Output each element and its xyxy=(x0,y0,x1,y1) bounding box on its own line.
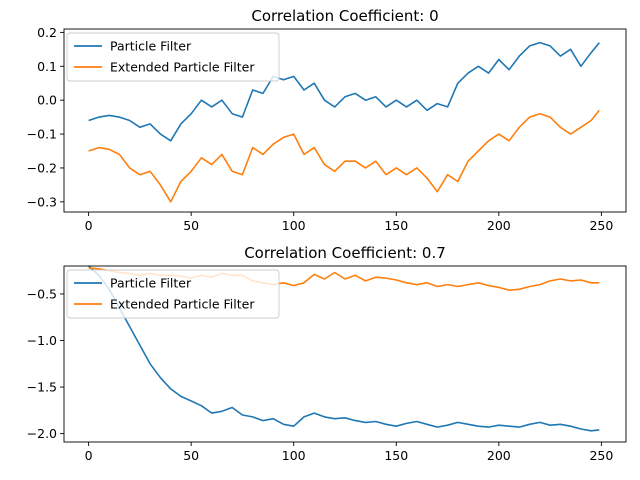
x-tick-label: 100 xyxy=(282,218,306,233)
x-tick-label: 150 xyxy=(384,218,408,233)
series-line-particle-filter xyxy=(88,265,600,432)
x-tick-label: 200 xyxy=(487,448,511,463)
legend-label: Extended Particle Filter xyxy=(110,60,255,75)
legend-box xyxy=(66,269,280,319)
legend-label: Extended Particle Filter xyxy=(110,297,255,312)
y-tick-label: −0.2 xyxy=(27,160,57,175)
series-line-particle-filter xyxy=(88,41,600,142)
legend: Particle Filter Extended Particle Filter xyxy=(66,32,280,82)
y-tick-label: 0.1 xyxy=(37,59,57,74)
y-tick-label: −1.5 xyxy=(27,380,57,395)
x-tick-label: 250 xyxy=(589,448,613,463)
y-tick-label: −0.1 xyxy=(27,127,57,142)
chart-title: Correlation Coefficient: 0 xyxy=(251,7,438,25)
x-tick-label: 0 xyxy=(85,218,93,233)
y-tick-label: −1.0 xyxy=(27,333,57,348)
legend-label: Particle Filter xyxy=(110,276,192,291)
y-tick-label: 0.0 xyxy=(37,93,57,108)
x-tick-label: 50 xyxy=(183,448,199,463)
y-tick-label: −0.3 xyxy=(27,194,57,209)
series-line-extended-particle-filter xyxy=(88,109,600,203)
y-tick-label: −2.0 xyxy=(27,426,57,441)
x-tick-label: 200 xyxy=(487,218,511,233)
axes-frame xyxy=(63,28,627,213)
legend-box xyxy=(66,32,280,82)
chart-title: Correlation Coefficient: 0.7 xyxy=(244,244,446,262)
x-tick-label: 50 xyxy=(183,218,199,233)
legend-label: Particle Filter xyxy=(110,39,192,54)
bottom-subplot: Correlation Coefficient: 0.7 0 50 100 150 200… xyxy=(27,244,627,463)
x-tick-label: 0 xyxy=(85,448,93,463)
top-subplot: Correlation Coefficient: 0 0 50 100 150 200 25… xyxy=(27,7,627,233)
x-tick-label: 150 xyxy=(384,448,408,463)
x-tick-label: 100 xyxy=(282,448,306,463)
axes-frame xyxy=(63,265,627,443)
x-tick-label: 250 xyxy=(589,218,613,233)
legend: Particle Filter Extended Particle Filter xyxy=(66,269,280,319)
y-tick-label: −0.5 xyxy=(27,286,57,301)
y-tick-label: 0.2 xyxy=(37,25,57,40)
